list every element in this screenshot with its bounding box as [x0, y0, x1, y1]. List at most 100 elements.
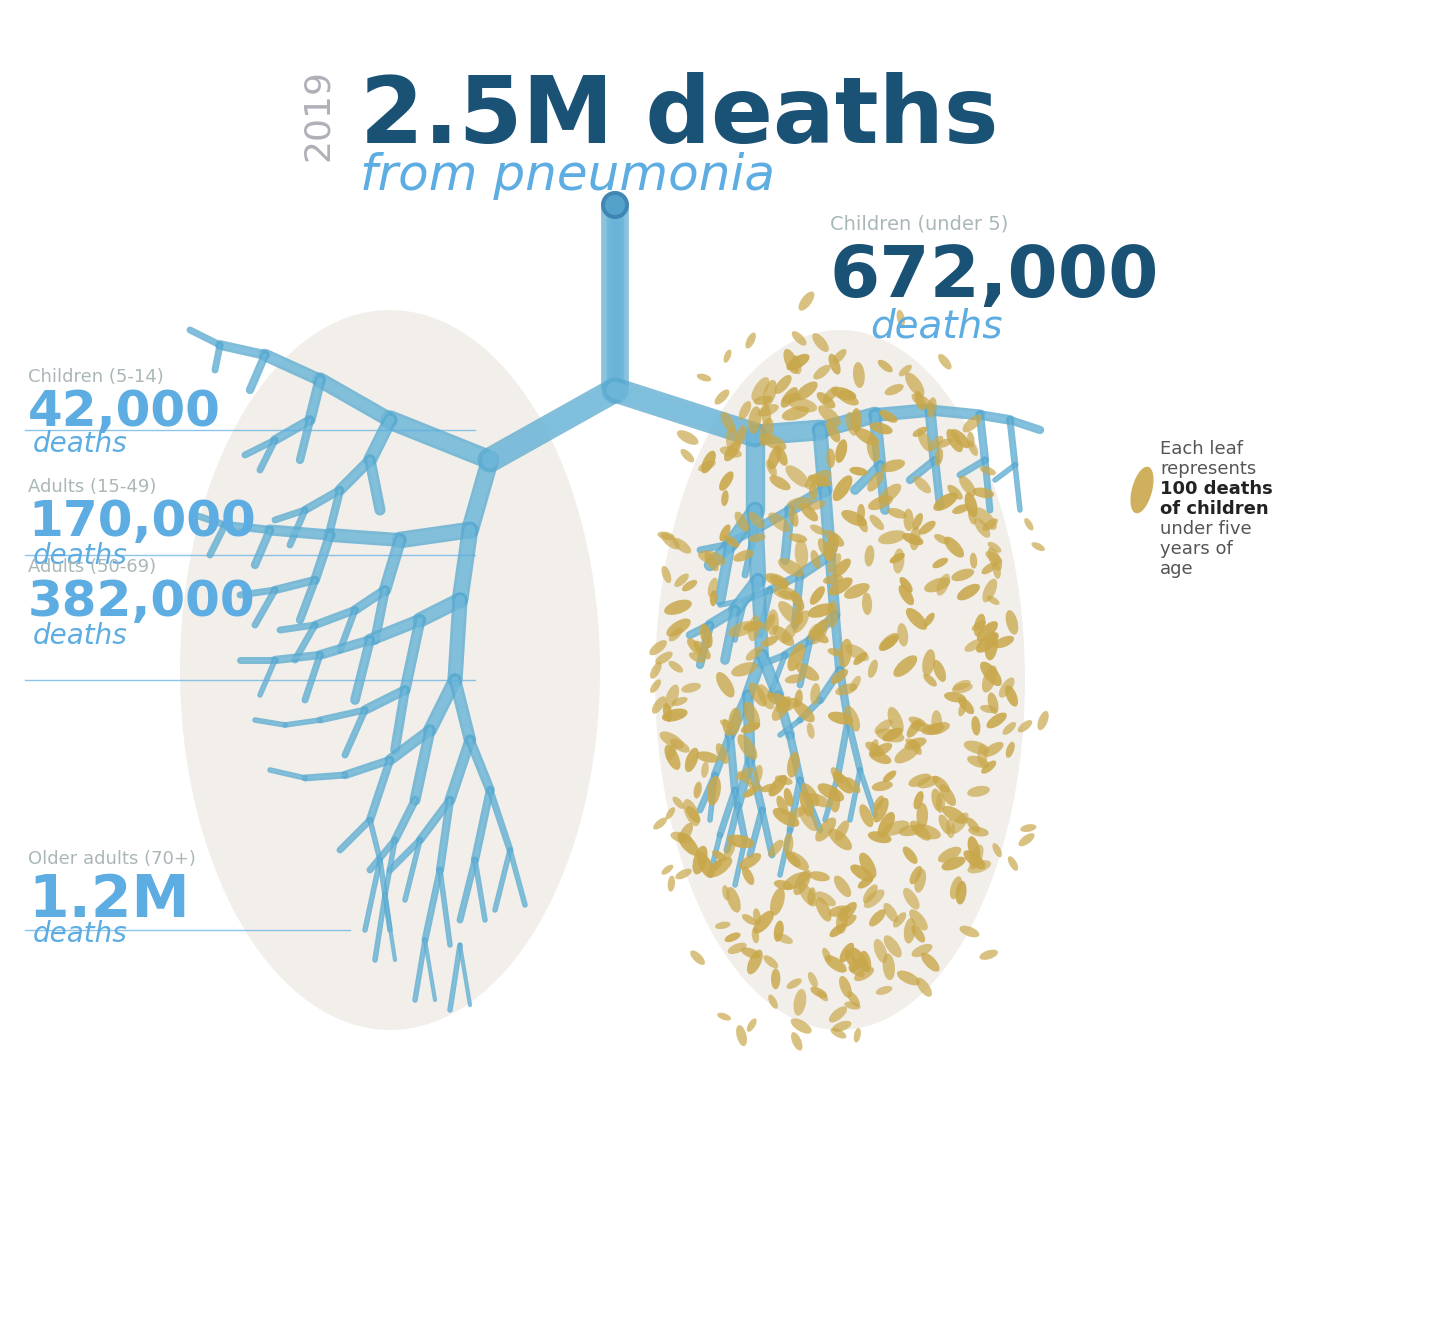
- Ellipse shape: [980, 662, 1002, 686]
- Ellipse shape: [831, 1027, 847, 1038]
- Ellipse shape: [761, 404, 771, 425]
- Ellipse shape: [865, 742, 884, 756]
- Ellipse shape: [967, 817, 980, 833]
- Text: of children: of children: [1160, 500, 1268, 518]
- Ellipse shape: [905, 738, 927, 750]
- Ellipse shape: [849, 466, 868, 476]
- Ellipse shape: [960, 926, 980, 937]
- Ellipse shape: [859, 804, 874, 827]
- Ellipse shape: [868, 831, 891, 843]
- Ellipse shape: [701, 451, 716, 473]
- Ellipse shape: [970, 845, 984, 869]
- Ellipse shape: [782, 393, 801, 404]
- Ellipse shape: [778, 558, 804, 577]
- Ellipse shape: [828, 905, 851, 917]
- Ellipse shape: [994, 635, 1014, 649]
- Ellipse shape: [924, 674, 937, 687]
- Ellipse shape: [669, 627, 682, 642]
- Ellipse shape: [664, 703, 672, 722]
- Ellipse shape: [911, 944, 932, 957]
- Ellipse shape: [788, 397, 817, 412]
- Ellipse shape: [967, 785, 990, 797]
- Ellipse shape: [937, 439, 952, 448]
- Text: 2.5M deaths: 2.5M deaths: [360, 72, 998, 162]
- Ellipse shape: [984, 631, 998, 661]
- Ellipse shape: [882, 953, 895, 979]
- Ellipse shape: [668, 661, 684, 672]
- Ellipse shape: [869, 751, 891, 764]
- Ellipse shape: [874, 719, 892, 734]
- Ellipse shape: [751, 377, 769, 401]
- Ellipse shape: [938, 354, 951, 369]
- Ellipse shape: [795, 540, 808, 569]
- Ellipse shape: [1018, 720, 1032, 732]
- Ellipse shape: [914, 476, 931, 493]
- Ellipse shape: [768, 513, 791, 532]
- Ellipse shape: [968, 860, 991, 873]
- Ellipse shape: [828, 577, 852, 595]
- Ellipse shape: [935, 448, 944, 465]
- Ellipse shape: [741, 948, 761, 958]
- Ellipse shape: [651, 679, 661, 692]
- Ellipse shape: [689, 653, 705, 663]
- Ellipse shape: [962, 415, 982, 432]
- Ellipse shape: [869, 909, 885, 926]
- Ellipse shape: [970, 553, 977, 569]
- Text: represents: represents: [1160, 460, 1256, 478]
- Ellipse shape: [679, 823, 694, 843]
- Ellipse shape: [655, 330, 1025, 1030]
- Ellipse shape: [908, 773, 931, 787]
- Ellipse shape: [665, 744, 681, 769]
- Ellipse shape: [726, 835, 754, 848]
- Ellipse shape: [1008, 856, 1018, 870]
- Ellipse shape: [875, 986, 892, 995]
- Ellipse shape: [972, 488, 994, 498]
- Ellipse shape: [877, 728, 904, 743]
- Ellipse shape: [681, 683, 701, 692]
- Ellipse shape: [774, 880, 794, 890]
- Ellipse shape: [722, 885, 729, 901]
- Ellipse shape: [822, 574, 844, 585]
- Ellipse shape: [868, 659, 878, 678]
- Ellipse shape: [988, 542, 1001, 553]
- Ellipse shape: [964, 851, 985, 869]
- Ellipse shape: [914, 869, 927, 893]
- Ellipse shape: [734, 550, 754, 562]
- Ellipse shape: [967, 756, 990, 768]
- Ellipse shape: [827, 421, 841, 443]
- Ellipse shape: [848, 991, 859, 1007]
- Ellipse shape: [795, 663, 819, 680]
- Ellipse shape: [719, 472, 734, 490]
- Ellipse shape: [958, 700, 967, 716]
- Ellipse shape: [666, 744, 676, 760]
- Ellipse shape: [662, 708, 688, 722]
- Ellipse shape: [742, 914, 756, 925]
- Ellipse shape: [180, 310, 601, 1030]
- Ellipse shape: [1000, 678, 1014, 698]
- Ellipse shape: [839, 902, 857, 921]
- Ellipse shape: [721, 412, 736, 433]
- Ellipse shape: [764, 956, 778, 969]
- Ellipse shape: [919, 521, 935, 534]
- Text: 672,000: 672,000: [829, 243, 1160, 312]
- Ellipse shape: [911, 740, 922, 755]
- Ellipse shape: [909, 820, 931, 841]
- Ellipse shape: [897, 970, 919, 985]
- Ellipse shape: [728, 621, 756, 637]
- Ellipse shape: [881, 460, 905, 472]
- Ellipse shape: [808, 888, 817, 905]
- Ellipse shape: [784, 833, 794, 855]
- Ellipse shape: [855, 428, 879, 445]
- Ellipse shape: [659, 731, 684, 748]
- Ellipse shape: [834, 876, 851, 897]
- Ellipse shape: [937, 574, 950, 595]
- Ellipse shape: [917, 978, 932, 997]
- Ellipse shape: [718, 1013, 731, 1021]
- Ellipse shape: [724, 840, 735, 860]
- Ellipse shape: [685, 748, 699, 772]
- Ellipse shape: [822, 948, 831, 962]
- Text: 100 deaths: 100 deaths: [1160, 480, 1273, 498]
- Ellipse shape: [988, 548, 1002, 570]
- Ellipse shape: [726, 886, 741, 913]
- Ellipse shape: [795, 606, 804, 625]
